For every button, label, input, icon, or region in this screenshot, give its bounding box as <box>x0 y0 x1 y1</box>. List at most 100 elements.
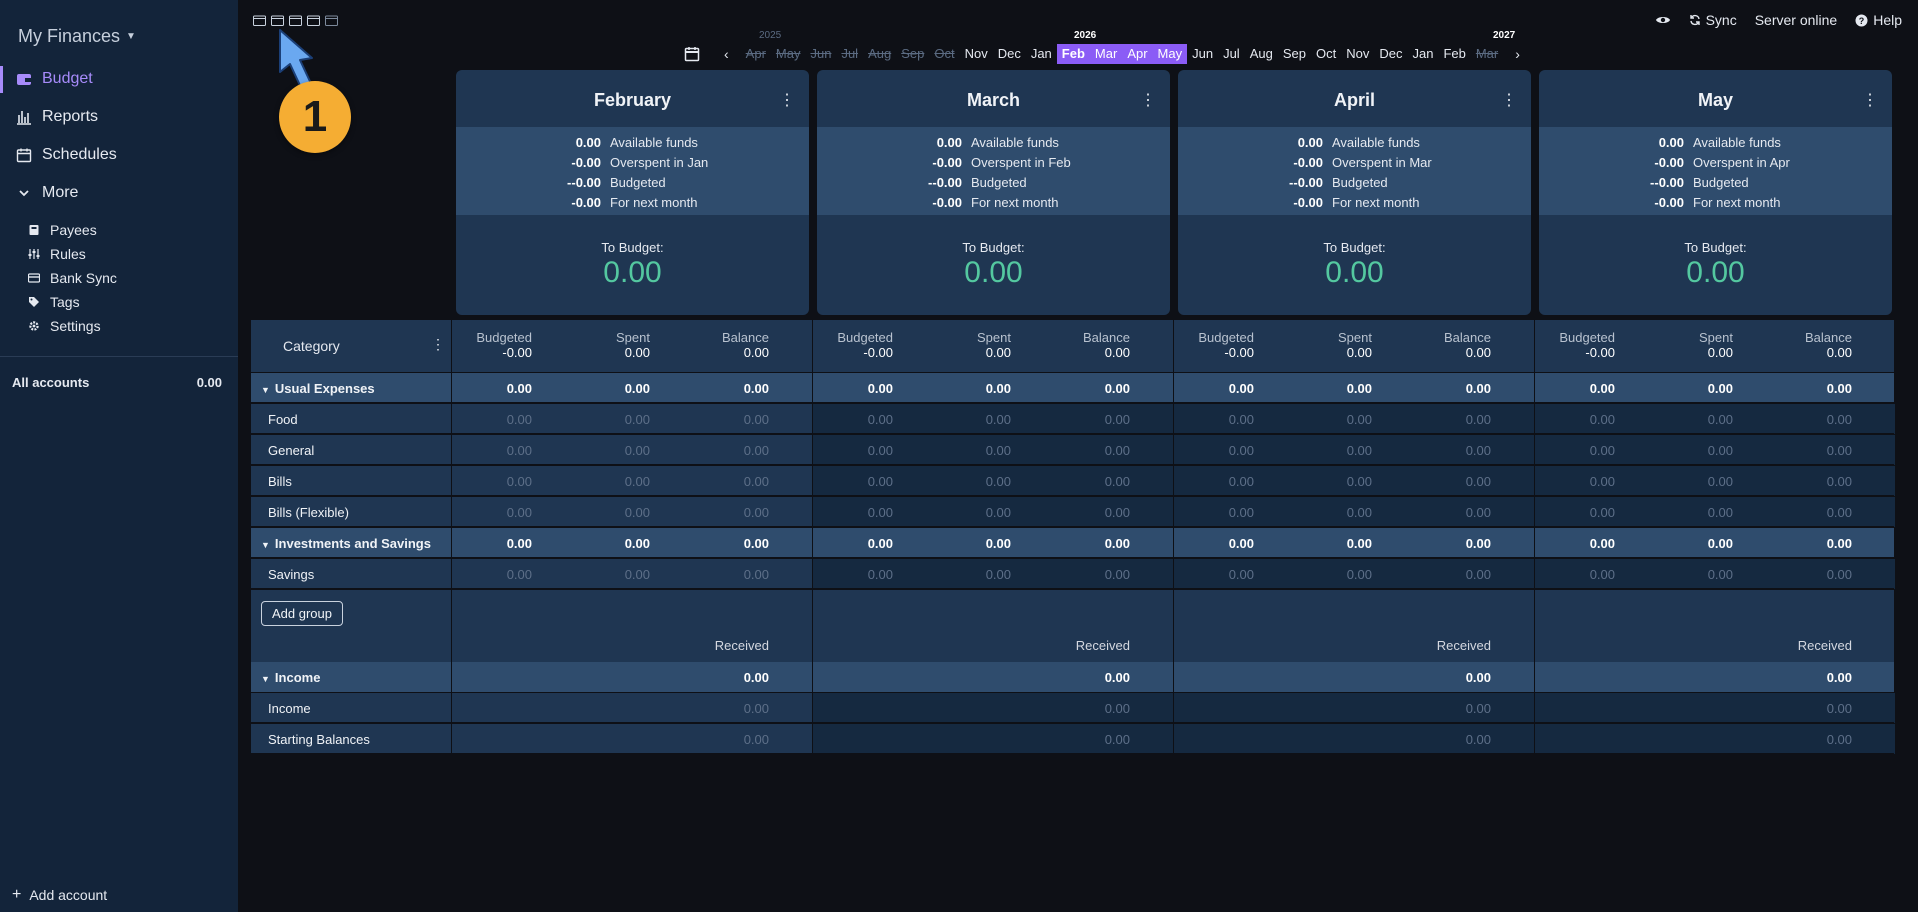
amount-cell[interactable]: 0.00 <box>1826 474 1852 489</box>
amount-cell[interactable]: 0.00 <box>985 567 1011 582</box>
amount-cell[interactable]: 0.00 <box>1104 732 1130 747</box>
month-option[interactable]: Mar <box>1475 46 1499 61</box>
amount-cell[interactable]: 0.00 <box>624 412 650 427</box>
privacy-toggle[interactable] <box>1655 14 1671 26</box>
category-name[interactable]: Food <box>268 412 298 427</box>
amount-cell[interactable]: 0.00 <box>624 381 650 396</box>
sidebar-item-rules[interactable]: Rules <box>28 246 86 262</box>
amount-cell[interactable]: 0.00 <box>1589 443 1615 458</box>
month-option[interactable]: Sep <box>901 46 925 61</box>
prev-month-button[interactable]: ‹ <box>724 46 729 62</box>
amount-cell[interactable]: 0.00 <box>624 505 650 520</box>
category-name[interactable]: ▼ Usual Expenses <box>261 381 375 396</box>
to-budget-value[interactable]: 0.00 <box>1686 256 1745 289</box>
amount-cell[interactable]: 0.00 <box>1346 443 1372 458</box>
amount-cell[interactable]: 0.00 <box>1104 536 1130 551</box>
category-name[interactable]: Savings <box>268 567 314 582</box>
amount-cell[interactable]: 0.00 <box>1228 443 1254 458</box>
amount-cell[interactable]: 0.00 <box>1826 412 1852 427</box>
amount-cell[interactable]: 0.00 <box>624 443 650 458</box>
month-option[interactable]: Jul <box>841 46 859 61</box>
month-option[interactable]: Apr <box>745 46 766 61</box>
category-row[interactable]: Bills (Flexible) 0.00 0.00 0.00 0.00 0.00 0.00… <box>251 497 1895 527</box>
month-option[interactable]: Aug <box>868 46 892 61</box>
calendar-icon[interactable] <box>684 46 700 62</box>
amount-cell[interactable]: 0.00 <box>1104 701 1130 716</box>
calendar-icon[interactable] <box>325 13 338 26</box>
category-group-row[interactable]: ▼ Investments and Savings 0.00 0.00 0.00 0.00… <box>251 528 1894 558</box>
amount-cell[interactable]: 0.00 <box>1707 381 1733 396</box>
amount-cell[interactable]: 0.00 <box>867 412 893 427</box>
amount-cell[interactable]: 0.00 <box>743 670 769 685</box>
to-budget-value[interactable]: 0.00 <box>1325 256 1384 289</box>
amount-cell[interactable]: 0.00 <box>1228 412 1254 427</box>
amount-cell[interactable]: 0.00 <box>985 443 1011 458</box>
sync-button[interactable]: Sync <box>1689 12 1737 28</box>
amount-cell[interactable]: 0.00 <box>985 381 1011 396</box>
amount-cell[interactable]: 0.00 <box>624 567 650 582</box>
amount-cell[interactable]: 0.00 <box>867 567 893 582</box>
month-option[interactable]: Nov <box>1346 46 1370 61</box>
category-row[interactable]: Savings 0.00 0.00 0.00 0.00 0.00 0.00 0.00 0.00 0… <box>251 559 1895 589</box>
amount-cell[interactable]: 0.00 <box>743 505 769 520</box>
amount-cell[interactable]: 0.00 <box>1589 474 1615 489</box>
income-row[interactable]: Income 0.00 0.00 0.00 0.00 <box>251 693 1895 723</box>
caret-down-icon[interactable]: ▼ <box>261 540 270 550</box>
to-budget-value[interactable]: 0.00 <box>964 256 1023 289</box>
amount-cell[interactable]: 0.00 <box>1707 536 1733 551</box>
amount-cell[interactable]: 0.00 <box>1228 505 1254 520</box>
category-row[interactable]: General 0.00 0.00 0.00 0.00 0.00 0.00 0.00 0.00 0… <box>251 435 1895 465</box>
month-option[interactable]: May <box>775 46 801 61</box>
amount-cell[interactable]: 0.00 <box>506 443 532 458</box>
amount-cell[interactable]: 0.00 <box>1707 443 1733 458</box>
amount-cell[interactable]: 0.00 <box>1346 412 1372 427</box>
month-option[interactable]: Mar <box>1089 44 1123 64</box>
amount-cell[interactable]: 0.00 <box>743 732 769 747</box>
amount-cell[interactable]: 0.00 <box>506 567 532 582</box>
amount-cell[interactable]: 0.00 <box>1589 412 1615 427</box>
amount-cell[interactable]: 0.00 <box>1465 474 1491 489</box>
amount-cell[interactable]: 0.00 <box>867 443 893 458</box>
amount-cell[interactable]: 0.00 <box>743 474 769 489</box>
calendar-icon[interactable] <box>253 13 266 26</box>
category-name[interactable]: ▼ Income <box>261 670 320 685</box>
amount-cell[interactable]: 0.00 <box>1346 567 1372 582</box>
category-name[interactable]: Bills <box>268 474 292 489</box>
amount-cell[interactable]: 0.00 <box>506 505 532 520</box>
amount-cell[interactable]: 0.00 <box>985 474 1011 489</box>
calendar-icon[interactable] <box>307 13 320 26</box>
amount-cell[interactable]: 0.00 <box>1104 474 1130 489</box>
sidebar-item-bank-sync[interactable]: Bank Sync <box>28 270 117 286</box>
category-name[interactable]: General <box>268 443 314 458</box>
amount-cell[interactable]: 0.00 <box>985 505 1011 520</box>
kebab-menu-icon[interactable]: ⋮ <box>431 336 445 352</box>
amount-cell[interactable]: 0.00 <box>743 412 769 427</box>
amount-cell[interactable]: 0.00 <box>867 505 893 520</box>
amount-cell[interactable]: 0.00 <box>1104 505 1130 520</box>
month-option[interactable]: Dec <box>997 46 1021 61</box>
next-month-button[interactable]: › <box>1515 46 1520 62</box>
amount-cell[interactable]: 0.00 <box>1228 567 1254 582</box>
amount-cell[interactable]: 0.00 <box>1707 474 1733 489</box>
amount-cell[interactable]: 0.00 <box>867 474 893 489</box>
month-option[interactable]: May <box>1152 44 1188 64</box>
amount-cell[interactable]: 0.00 <box>743 443 769 458</box>
amount-cell[interactable]: 0.00 <box>1228 536 1254 551</box>
amount-cell[interactable]: 0.00 <box>1346 474 1372 489</box>
amount-cell[interactable]: 0.00 <box>1707 412 1733 427</box>
income-group-row[interactable]: ▼ Income 0.00 0.00 0.00 0.00 <box>251 662 1894 693</box>
amount-cell[interactable]: 0.00 <box>1589 505 1615 520</box>
amount-cell[interactable]: 0.00 <box>1104 670 1130 685</box>
amount-cell[interactable]: 0.00 <box>1104 567 1130 582</box>
amount-cell[interactable]: 0.00 <box>1346 505 1372 520</box>
caret-down-icon[interactable]: ▼ <box>261 674 270 684</box>
amount-cell[interactable]: 0.00 <box>867 536 893 551</box>
amount-cell[interactable]: 0.00 <box>743 536 769 551</box>
amount-cell[interactable]: 0.00 <box>867 381 893 396</box>
help-button[interactable]: ? Help <box>1855 12 1902 28</box>
category-row[interactable]: Bills 0.00 0.00 0.00 0.00 0.00 0.00 0.00 0.00 0.0… <box>251 466 1895 496</box>
kebab-menu-icon[interactable]: ⋮ <box>779 92 795 109</box>
server-status[interactable]: Server online <box>1754 12 1838 28</box>
amount-cell[interactable]: 0.00 <box>985 536 1011 551</box>
amount-cell[interactable]: 0.00 <box>743 567 769 582</box>
